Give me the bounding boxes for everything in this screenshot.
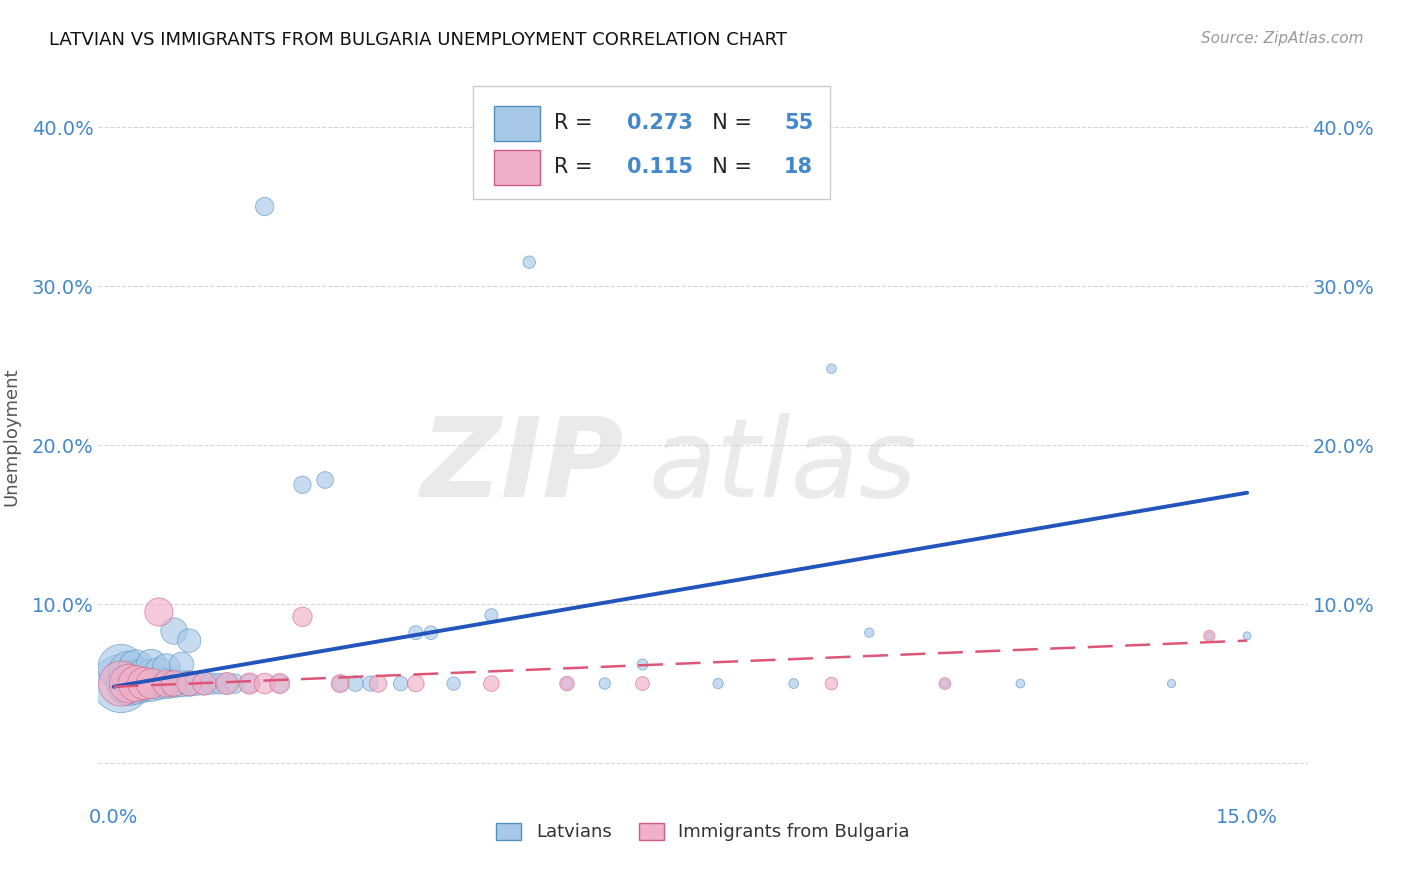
Point bbox=[782, 676, 804, 690]
Point bbox=[517, 255, 540, 269]
Point bbox=[186, 676, 208, 690]
Point bbox=[148, 665, 170, 680]
Point bbox=[1236, 629, 1258, 643]
Point bbox=[179, 633, 201, 648]
Point bbox=[201, 676, 224, 690]
Point bbox=[858, 625, 880, 640]
Point bbox=[555, 676, 578, 690]
Point bbox=[481, 676, 503, 690]
Point bbox=[163, 676, 186, 690]
Point bbox=[132, 668, 155, 682]
Point bbox=[163, 624, 186, 638]
Point bbox=[820, 361, 842, 376]
Point bbox=[125, 676, 148, 690]
Point bbox=[291, 609, 314, 624]
Point bbox=[155, 676, 177, 690]
Point bbox=[224, 676, 246, 690]
Y-axis label: Unemployment: Unemployment bbox=[3, 368, 21, 507]
Point bbox=[820, 676, 842, 690]
Point bbox=[141, 668, 163, 682]
Point bbox=[314, 473, 336, 487]
Point bbox=[125, 660, 148, 674]
Point bbox=[193, 676, 215, 690]
Point bbox=[193, 676, 215, 690]
Text: N =: N = bbox=[699, 157, 759, 178]
Point bbox=[1160, 676, 1182, 690]
Point bbox=[132, 676, 155, 690]
Point bbox=[269, 676, 291, 690]
Point bbox=[110, 660, 132, 674]
Point bbox=[631, 676, 654, 690]
Point bbox=[360, 676, 382, 690]
Point bbox=[208, 676, 231, 690]
Point bbox=[420, 625, 443, 640]
Text: Source: ZipAtlas.com: Source: ZipAtlas.com bbox=[1201, 31, 1364, 46]
Text: 55: 55 bbox=[785, 113, 813, 133]
Text: LATVIAN VS IMMIGRANTS FROM BULGARIA UNEMPLOYMENT CORRELATION CHART: LATVIAN VS IMMIGRANTS FROM BULGARIA UNEM… bbox=[49, 31, 787, 49]
Point bbox=[179, 676, 201, 690]
Point bbox=[141, 676, 163, 690]
Point bbox=[631, 657, 654, 672]
Point bbox=[443, 676, 465, 690]
Point bbox=[555, 676, 578, 690]
Point bbox=[405, 676, 427, 690]
Point bbox=[110, 676, 132, 690]
Point bbox=[291, 477, 314, 491]
Point bbox=[481, 608, 503, 623]
Point bbox=[1198, 629, 1220, 643]
FancyBboxPatch shape bbox=[494, 150, 540, 185]
Text: atlas: atlas bbox=[648, 413, 917, 520]
Point bbox=[707, 676, 730, 690]
Text: 18: 18 bbox=[785, 157, 813, 178]
Text: N =: N = bbox=[699, 113, 759, 133]
Text: 0.273: 0.273 bbox=[627, 113, 693, 133]
FancyBboxPatch shape bbox=[474, 86, 830, 200]
Point bbox=[125, 676, 148, 690]
Point bbox=[215, 676, 238, 690]
Point bbox=[141, 676, 163, 690]
Point bbox=[253, 200, 276, 214]
Point bbox=[344, 676, 367, 690]
Point bbox=[329, 676, 352, 690]
Point bbox=[405, 625, 427, 640]
Point bbox=[1198, 629, 1220, 643]
Point bbox=[155, 676, 177, 690]
Text: R =: R = bbox=[554, 157, 599, 178]
Point bbox=[118, 664, 141, 678]
Point bbox=[1010, 676, 1032, 690]
Point bbox=[170, 657, 193, 672]
Point bbox=[367, 676, 389, 690]
Point bbox=[239, 676, 262, 690]
Point bbox=[132, 676, 155, 690]
Point bbox=[215, 676, 238, 690]
Point bbox=[179, 676, 201, 690]
Point bbox=[593, 676, 616, 690]
Point bbox=[389, 676, 412, 690]
Point bbox=[118, 676, 141, 690]
Point bbox=[239, 676, 262, 690]
Point bbox=[125, 672, 148, 686]
Point bbox=[141, 657, 163, 672]
Point bbox=[170, 676, 193, 690]
Point bbox=[934, 676, 956, 690]
Text: 0.115: 0.115 bbox=[627, 157, 693, 178]
Point bbox=[148, 676, 170, 690]
Legend: Latvians, Immigrants from Bulgaria: Latvians, Immigrants from Bulgaria bbox=[489, 815, 917, 848]
Point bbox=[148, 605, 170, 619]
FancyBboxPatch shape bbox=[494, 106, 540, 141]
Point bbox=[269, 676, 291, 690]
Text: R =: R = bbox=[554, 113, 599, 133]
Point bbox=[155, 660, 177, 674]
Point bbox=[110, 676, 132, 690]
Point bbox=[118, 676, 141, 690]
Point bbox=[253, 676, 276, 690]
Point bbox=[163, 676, 186, 690]
Point bbox=[934, 676, 956, 690]
Text: ZIP: ZIP bbox=[420, 413, 624, 520]
Point bbox=[329, 676, 352, 690]
